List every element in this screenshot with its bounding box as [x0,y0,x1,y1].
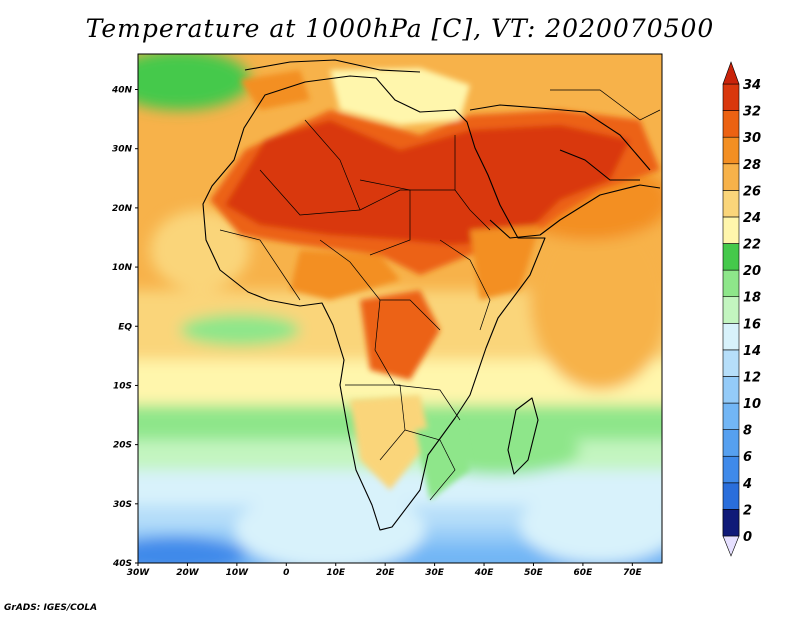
lon-tick-label: 40E [474,568,495,578]
colorbar-box [722,322,740,351]
grads-credit: GrADS: IGES/COLA [4,603,98,613]
lon-tick-label: 70E [623,568,643,578]
lat-tick-label: 20S [113,441,132,451]
lon-tick-label: 50E [524,568,544,578]
colorbar-label: 10 [743,397,761,412]
colorbar-label: 4 [742,477,752,492]
lon-tick-label: 0 [283,568,289,578]
colorbar-box [722,269,740,298]
colorbar-label: 8 [743,424,752,439]
colorbar-lower-triangle [722,535,740,557]
colorbar-box [722,163,740,191]
temperature-field [138,54,662,563]
colorbar-box [722,216,740,244]
colorbar-box [722,349,740,377]
country-borders [219,89,661,501]
colorbar-box [722,190,740,218]
lat-tick-label: 40N [111,86,133,96]
lon-tick-label: 10W [226,568,250,578]
latitude-axis: 40N 30N 20N 10N EQ 10S 20S 30S 40S [111,86,138,569]
colorbar-label: 0 [743,530,752,545]
lon-tick-label: 20E [376,568,396,578]
lon-tick-label: 60E [574,568,594,578]
map-title: Temperature at 1000hPa [C], VT: 20200705… [85,14,715,43]
colorbar-box [722,376,740,404]
colorbar-box [722,243,740,271]
colorbar-label: 20 [743,264,761,279]
colorbar-box [722,455,740,484]
colorbar-label: 2 [743,503,752,518]
colorbar-label: 28 [743,158,761,173]
colorbar-box-lowest [722,509,740,537]
colorbar-label: 14 [743,344,761,359]
colorbar-label: 12 [743,370,761,385]
colorbar-label: 16 [743,317,761,332]
lat-tick-label: 40S [112,559,132,569]
lat-tick-label: 30S [113,500,132,510]
colorbar-box [722,110,740,138]
colorbar-label: 30 [743,131,761,146]
colorbar-label: 34 [743,78,761,93]
lat-tick-label: 20N [112,204,133,214]
colorbar-label: 18 [743,291,761,306]
lon-tick-label: 30E [425,568,445,578]
lat-tick-label: 10N [112,263,133,273]
colorbar-box [722,296,740,324]
coastlines [202,59,661,531]
colorbar-label: 32 [743,105,761,120]
colorbar-box [722,402,740,430]
lat-tick-label: 10S [113,381,132,391]
longitude-axis: 30W 20W 10W 0 10E 20E 30E 40E 50E 60E 70E [127,563,643,578]
colorbar-upper-triangle [722,61,740,85]
lon-tick-label: 20W [176,568,200,578]
colorbar-box [722,136,740,165]
colorbar-label: 26 [743,184,761,199]
lat-tick-label: 30N [112,145,133,155]
lat-tick-label: EQ [118,322,132,332]
lon-tick-label: 30W [127,568,151,578]
lon-tick-label: 10E [326,568,346,578]
colorbar-box [722,482,740,510]
colorbar-label: 6 [743,450,752,465]
colorbar-label: 22 [743,238,761,253]
plot-frame [137,53,663,564]
colorbar-box [722,429,740,457]
colorbar-box [722,83,740,111]
colorbar-label: 24 [743,211,761,226]
